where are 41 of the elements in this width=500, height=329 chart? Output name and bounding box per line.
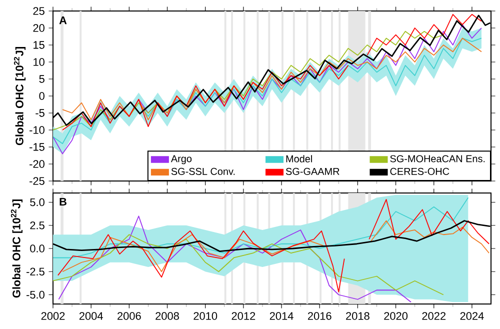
y-axis-title: Global OHC [10$^{22}$J] xyxy=(14,47,26,146)
x-tick-label: 2006 xyxy=(118,312,141,320)
x-tick-label: 2012 xyxy=(232,312,256,320)
y-tick-label: -2.5 xyxy=(26,268,44,276)
y-tick-label: 25 xyxy=(33,7,44,15)
y-tick-label: -5 xyxy=(36,109,44,117)
annotation: B xyxy=(60,198,66,206)
legend-label: Model xyxy=(286,155,312,162)
x-tick-label: 2014 xyxy=(270,312,294,320)
legend-label: SG-SSL Conv. xyxy=(171,168,235,175)
x-tick-label: 2024 xyxy=(460,312,484,320)
x-tick-label: 2022 xyxy=(422,312,446,320)
x-tick-label: 2020 xyxy=(384,312,408,320)
x-tick-label: 2008 xyxy=(156,312,179,320)
y-tick-label: -20 xyxy=(30,160,44,168)
line-series xyxy=(62,38,482,120)
y-axis-title: Global OHC [10$^{22}$J] xyxy=(10,200,22,298)
x-tick-label: 2004 xyxy=(79,312,103,320)
y-tick-label: 0.0 xyxy=(30,244,44,252)
y-tick-label: -10 xyxy=(30,126,44,134)
y-tick-label: -5.0 xyxy=(26,290,44,299)
x-tick-label: 2016 xyxy=(308,312,332,320)
y-tick-label: -15 xyxy=(30,143,44,151)
annotation: A xyxy=(59,16,67,24)
y-tick-label: -25 xyxy=(30,177,44,185)
y-tick-label: 20 xyxy=(33,24,44,32)
legend-label: CERES-OHC xyxy=(390,168,450,175)
line-series xyxy=(58,216,412,303)
y-tick-label: 2.5 xyxy=(30,222,44,230)
line-series xyxy=(53,234,444,296)
y-tick-label: 0 xyxy=(39,92,44,100)
legend-label: SG-GAAMR xyxy=(286,168,340,175)
y-tick-label: 5.0 xyxy=(30,198,44,206)
x-tick-label: 2018 xyxy=(346,312,370,320)
legend-label: SG-MOHeaCAN Ens. xyxy=(390,155,485,162)
y-tick-label: 10 xyxy=(34,58,44,66)
x-tick-label: 2002 xyxy=(41,312,65,320)
y-tick-label: 15 xyxy=(34,41,44,49)
y-tick-label: 5 xyxy=(39,75,44,83)
legend-label: Argo xyxy=(170,155,192,164)
x-tick-label: 2010 xyxy=(194,312,218,320)
